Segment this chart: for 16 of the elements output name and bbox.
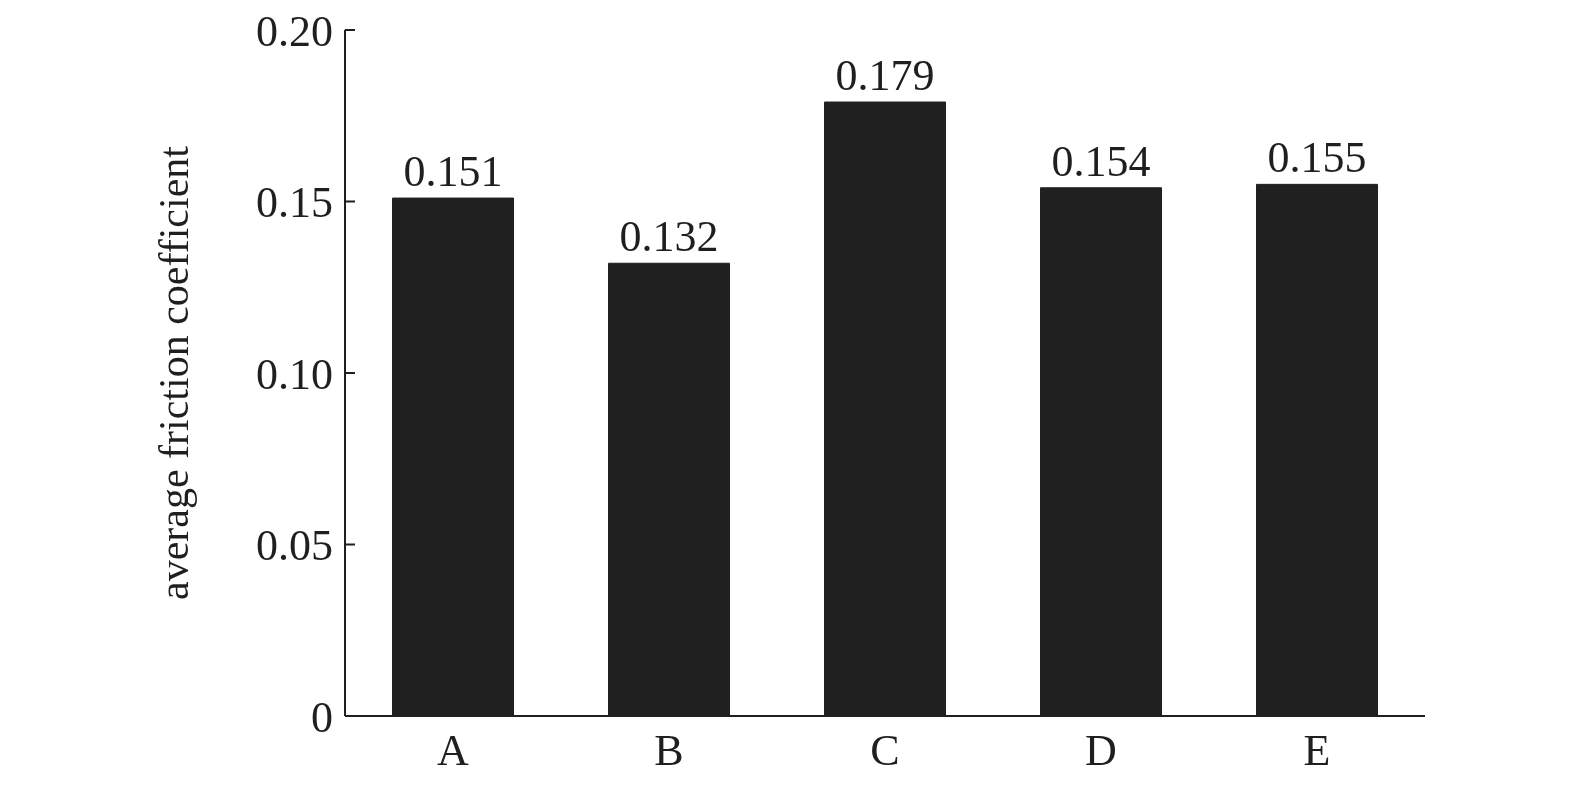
data-label: 0.132 xyxy=(619,212,719,262)
y-tick-label: 0.05 xyxy=(256,521,333,571)
y-tick-label: 0.10 xyxy=(256,349,333,399)
y-tick-label: 0.20 xyxy=(256,6,333,56)
y-tick-label: 0.15 xyxy=(256,178,333,228)
y-tick-label: 0 xyxy=(311,692,333,742)
y-axis-title: average friction coefficient xyxy=(150,145,197,600)
data-label: 0.179 xyxy=(835,51,935,101)
data-label: 0.151 xyxy=(403,147,503,197)
data-label: 0.154 xyxy=(1051,136,1151,186)
x-tick-label: E xyxy=(1303,726,1331,776)
x-tick-label: C xyxy=(870,726,900,776)
data-label: 0.155 xyxy=(1267,133,1367,183)
x-tick-label: A xyxy=(437,726,470,776)
x-tick-label: D xyxy=(1085,726,1117,776)
x-tick-label: B xyxy=(654,726,684,776)
